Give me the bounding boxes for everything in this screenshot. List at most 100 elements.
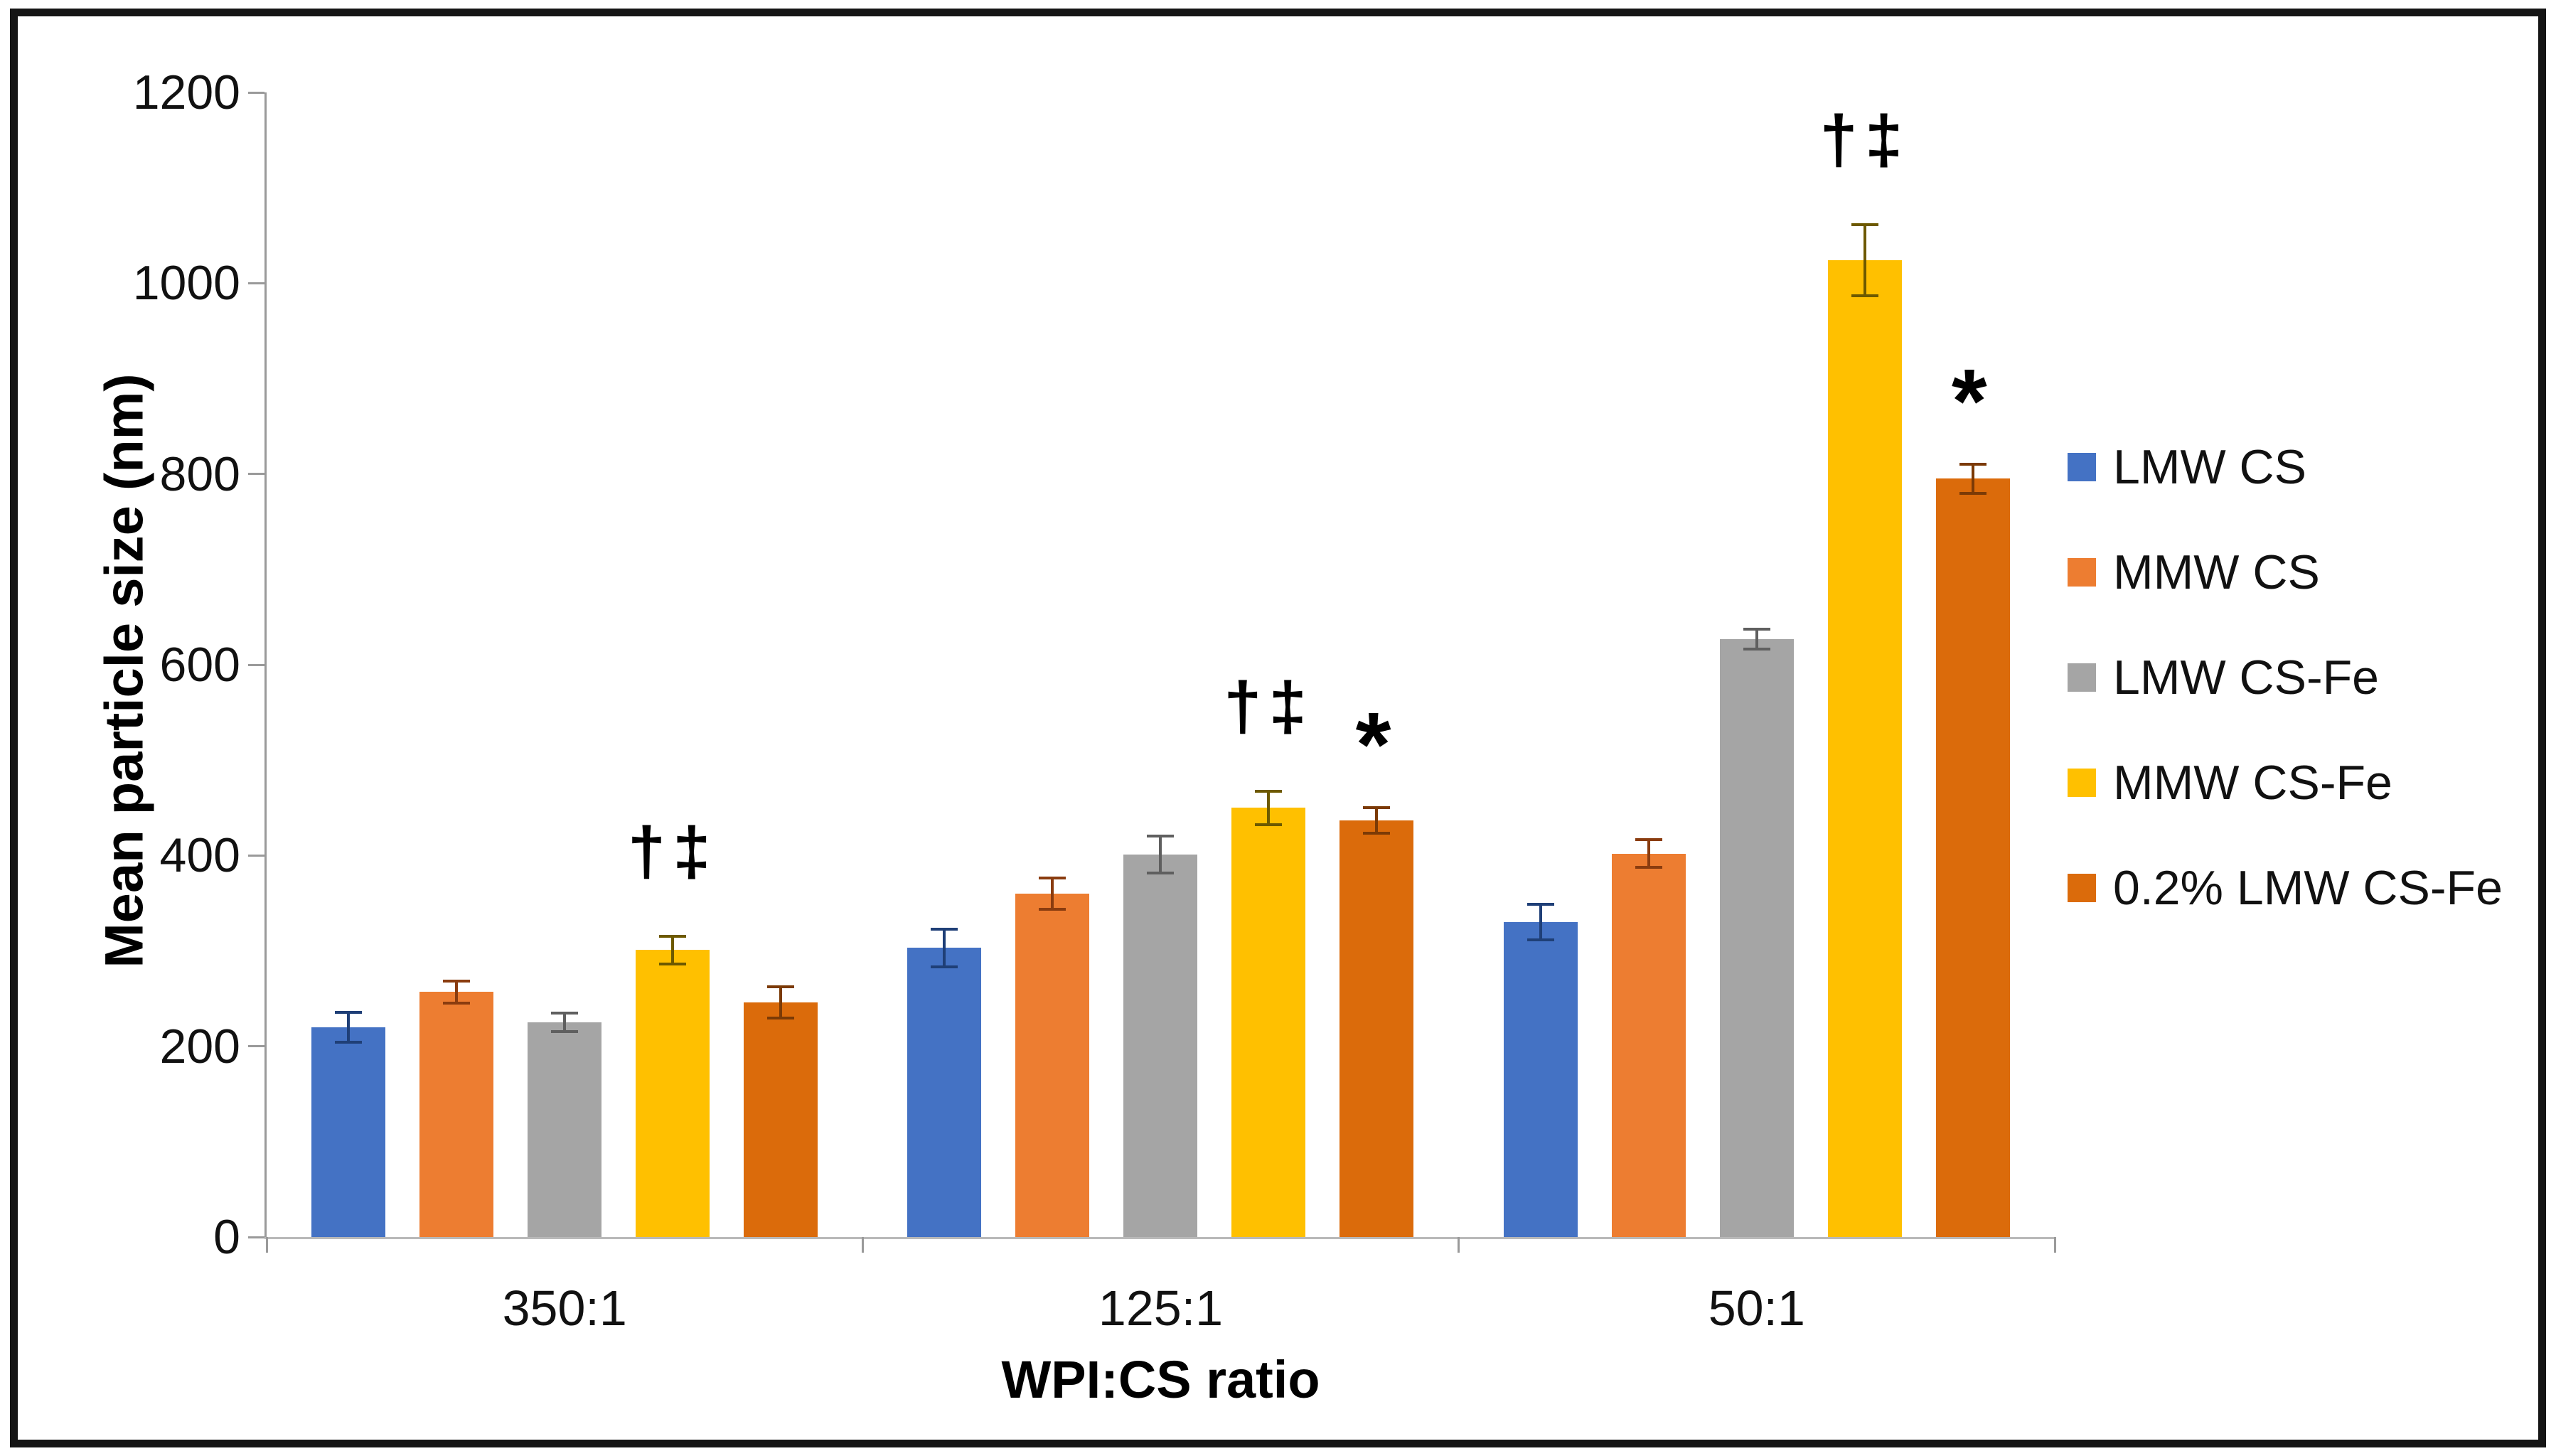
error-bar-MMW CS-Fe-350:1 xyxy=(659,934,687,965)
bar-0.2% LMW CS-Fe-125:1 xyxy=(1340,820,1414,1237)
error-cap-bottom xyxy=(1363,831,1391,835)
error-stem xyxy=(1755,627,1758,651)
error-stem xyxy=(455,979,459,1005)
error-cap-top xyxy=(1635,838,1662,842)
legend-label: LMW CS xyxy=(2113,440,2306,494)
y-axis-line xyxy=(264,92,267,1239)
bar-LMW CS-Fe-350:1 xyxy=(528,1022,602,1237)
bar-MMW CS-125:1 xyxy=(1015,894,1090,1237)
error-bar-MMW CS-Fe-125:1 xyxy=(1255,789,1283,826)
error-cap-top xyxy=(1743,627,1770,631)
error-cap-bottom xyxy=(767,1017,795,1020)
bar-wrap-MMW CS-50:1 xyxy=(1611,838,1686,1237)
error-cap-top xyxy=(659,934,687,938)
error-cap-bottom xyxy=(1743,647,1770,651)
y-tick-mark-200 xyxy=(248,1045,264,1048)
bar-wrap-MMW CS-Fe-125:1: †‡ xyxy=(1224,672,1307,1237)
error-stem xyxy=(671,934,675,965)
y-tick-label-1200: 1200 xyxy=(132,65,240,119)
error-bar-0.2% LMW CS-Fe-350:1 xyxy=(767,985,795,1020)
error-stem xyxy=(1647,838,1650,869)
error-cap-bottom xyxy=(443,1001,471,1005)
error-stem xyxy=(1863,223,1866,298)
error-bar-LMW CS-125:1 xyxy=(931,928,958,968)
bar-wrap-LMW CS-Fe-350:1 xyxy=(528,1012,602,1237)
error-cap-top xyxy=(335,1011,363,1015)
error-cap-top xyxy=(1851,223,1878,226)
error-cap-top xyxy=(1363,805,1391,809)
error-stem xyxy=(1051,876,1054,911)
bar-groups: †‡ †‡ * †‡ * xyxy=(267,92,2055,1237)
x-boundary-tick-3 xyxy=(2053,1237,2056,1253)
significance-annotation-star-125:1: * xyxy=(1355,693,1399,796)
legend-item-MMW CS-Fe: MMW CS-Fe xyxy=(2068,756,2503,810)
x-category-label-50:1: 50:1 xyxy=(1708,1280,1805,1336)
bar-LMW CS-Fe-50:1 xyxy=(1719,638,1794,1237)
bar-LMW CS-Fe-125:1 xyxy=(1123,855,1198,1237)
y-tick-mark-600 xyxy=(248,663,264,666)
legend-item-LMW CS-Fe: LMW CS-Fe xyxy=(2068,651,2503,705)
y-tick-mark-800 xyxy=(248,473,264,476)
error-cap-top xyxy=(1255,789,1283,793)
bar-wrap-0.2% LMW CS-Fe-50:1: * xyxy=(1935,355,2010,1237)
error-cap-top xyxy=(1039,876,1066,879)
error-bar-MMW CS-50:1 xyxy=(1635,838,1662,869)
x-boundary-tick-2 xyxy=(1458,1237,1460,1253)
legend-swatch-icon xyxy=(2068,558,2096,587)
error-cap-bottom xyxy=(1851,294,1878,298)
legend-label: LMW CS-Fe xyxy=(2113,651,2379,705)
significance-annotation-daggers-50:1: †‡ xyxy=(1819,101,1910,178)
bar-LMW CS-350:1 xyxy=(311,1027,386,1237)
bar-MMW CS-350:1 xyxy=(419,992,494,1237)
error-cap-top xyxy=(931,928,958,931)
significance-annotation-star-50:1: * xyxy=(1951,350,1994,452)
bar-group-50:1: †‡ * xyxy=(1459,92,2055,1237)
y-tick-mark-1000 xyxy=(248,282,264,284)
error-cap-bottom xyxy=(1147,872,1175,875)
error-stem xyxy=(347,1011,351,1044)
bar-wrap-LMW CS-125:1 xyxy=(907,928,982,1237)
y-tick-mark-0 xyxy=(248,1236,264,1238)
plot-area: †‡ †‡ * †‡ * 0 200 400 600 800 1000 1200 xyxy=(133,68,2056,1261)
error-stem xyxy=(1267,789,1271,826)
error-stem xyxy=(943,928,946,968)
bar-wrap-MMW CS-125:1 xyxy=(1015,876,1090,1237)
error-cap-top xyxy=(443,979,471,983)
legend-item-0.2% LMW CS-Fe: 0.2% LMW CS-Fe xyxy=(2068,861,2503,915)
x-boundary-tick-1 xyxy=(861,1237,864,1253)
bar-group-350:1: †‡ xyxy=(267,92,862,1237)
legend-swatch-icon xyxy=(2068,453,2096,481)
error-stem xyxy=(1375,805,1379,835)
legend-swatch-icon xyxy=(2068,769,2096,797)
error-bar-LMW CS-50:1 xyxy=(1526,903,1554,942)
error-bar-0.2% LMW CS-Fe-125:1 xyxy=(1363,805,1391,835)
bar-group-125:1: †‡ * xyxy=(862,92,1458,1237)
error-bar-MMW CS-350:1 xyxy=(443,979,471,1005)
x-boundary-tick-0 xyxy=(265,1237,268,1253)
x-axis-title: WPI:CS ratio xyxy=(1001,1350,1320,1409)
legend: LMW CS MMW CS LMW CS-Fe MMW CS-Fe 0.2% LMW C… xyxy=(2068,440,2503,968)
error-cap-bottom xyxy=(1039,908,1066,911)
bar-wrap-MMW CS-Fe-350:1: †‡ xyxy=(628,817,711,1237)
error-stem xyxy=(779,985,783,1020)
legend-item-MMW CS: MMW CS xyxy=(2068,545,2503,599)
error-cap-bottom xyxy=(659,962,687,965)
bar-0.2% LMW CS-Fe-50:1 xyxy=(1935,478,2010,1237)
bar-wrap-0.2% LMW CS-Fe-125:1: * xyxy=(1340,699,1414,1237)
error-cap-bottom xyxy=(551,1029,579,1033)
error-cap-bottom xyxy=(1959,492,1986,496)
error-stem xyxy=(563,1012,567,1033)
y-tick-label-1000: 1000 xyxy=(132,256,240,311)
x-category-label-350:1: 350:1 xyxy=(502,1280,627,1336)
error-bar-LMW CS-Fe-50:1 xyxy=(1743,627,1770,651)
error-bar-MMW CS-125:1 xyxy=(1039,876,1066,911)
y-tick-mark-1200 xyxy=(248,91,264,94)
legend-label: MMW CS xyxy=(2113,545,2320,599)
error-stem xyxy=(1539,903,1542,942)
bar-MMW CS-Fe-50:1 xyxy=(1827,260,1902,1237)
error-cap-top xyxy=(1147,834,1175,837)
significance-annotation-daggers-350:1: †‡ xyxy=(627,813,718,889)
x-category-label-125:1: 125:1 xyxy=(1098,1280,1224,1336)
y-tick-label-800: 800 xyxy=(159,446,240,501)
